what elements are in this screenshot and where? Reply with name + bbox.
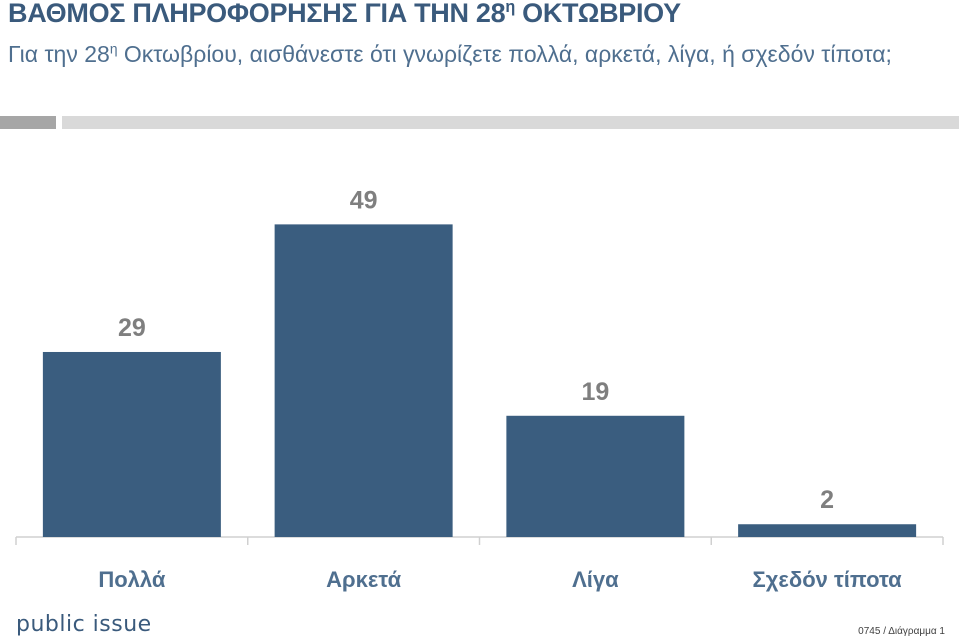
chart-title: ΒΑΘΜΟΣ ΠΛΗΡΟΦΟΡΗΣΗΣ ΓΙΑ ΤΗΝ 28η ΟΚΤΩΒΡΙΟ… — [8, 0, 681, 28]
chart-question: Για την 28η Οκτωβρίου, αισθάνεστε ότι γν… — [8, 41, 892, 67]
bar-value-label: 29 — [118, 314, 146, 342]
bar — [506, 415, 685, 537]
category-label: Λίγα — [572, 567, 619, 592]
category-label: Σχεδόν τίποτα — [753, 567, 903, 592]
brand-logo-text: public issue — [16, 612, 152, 637]
category-label: Αρκετά — [326, 567, 401, 592]
bar — [274, 224, 453, 537]
bar — [42, 351, 221, 537]
bar-value-label: 2 — [820, 486, 834, 514]
bar-value-label: 19 — [581, 378, 609, 406]
header-rule-accent — [0, 116, 56, 129]
category-label: Πολλά — [98, 567, 166, 592]
bar — [738, 524, 917, 537]
header-rule — [62, 116, 959, 129]
bar-value-label: 49 — [350, 186, 378, 214]
diagram-reference: 0745 / Διάγραμμα 1 — [858, 626, 945, 637]
